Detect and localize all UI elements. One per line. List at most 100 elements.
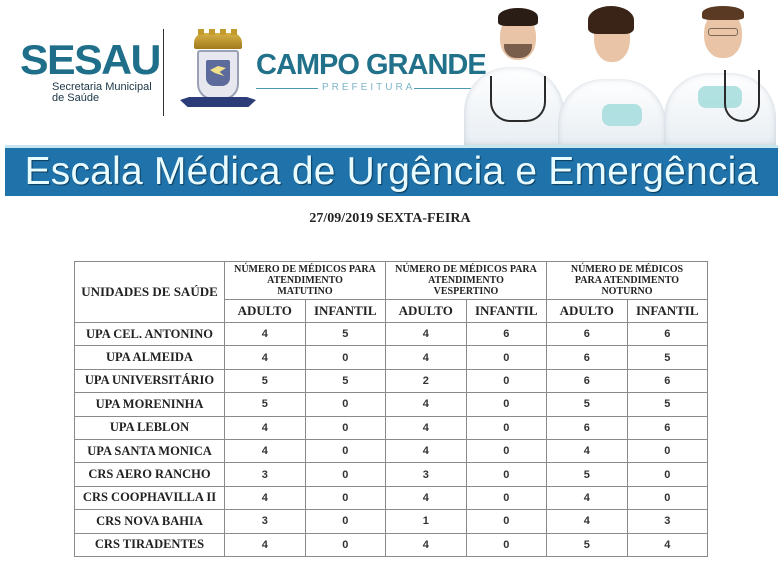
cell-value: 6 [626, 321, 708, 347]
cell-value: 3 [224, 509, 306, 534]
cell-value: 0 [304, 462, 386, 487]
cell-value: 5 [224, 368, 306, 394]
sesau-wordmark: SESAU [20, 36, 161, 83]
cell-value: 0 [304, 345, 386, 370]
doctor-figure [558, 0, 668, 145]
cell-value: 6 [546, 321, 628, 347]
cell-value: 0 [465, 368, 547, 394]
cell-value: 3 [626, 509, 708, 534]
group-label-line: NÚMERO DE MÉDICOS PARA [234, 264, 376, 275]
cell-value: 6 [546, 368, 628, 394]
cell-value: 6 [626, 368, 708, 394]
column-group-matutino: NÚMERO DE MÉDICOS PARA ATENDIMENTO MATUT… [224, 261, 386, 300]
column-header-adulto: ADULTO [385, 299, 467, 323]
unit-name: CRS AERO RANCHO [74, 462, 225, 487]
cell-value: 0 [304, 438, 386, 464]
cell-value: 4 [224, 321, 306, 347]
cell-value: 4 [626, 532, 708, 557]
cell-value: 6 [546, 345, 628, 370]
unit-name: UPA ALMEIDA [74, 345, 225, 370]
campo-grande-logo: CAMPO GRANDE PREFEITURA [256, 50, 487, 94]
page-title: Escala Médica de Urgência e Emergência [24, 150, 759, 193]
group-label-line: ATENDIMENTO [267, 275, 343, 286]
cell-value: 0 [626, 485, 708, 511]
cell-value: 0 [626, 462, 708, 487]
table-subheader-row: ADULTO INFANTIL ADULTO INFANTIL ADULTO I… [75, 299, 708, 323]
cell-value: 4 [385, 532, 467, 557]
group-label-line: PARA ATENDIMENTO [574, 275, 680, 286]
column-header-unit: UNIDADES DE SAÚDE [74, 261, 225, 323]
table-row: UPA SANTA MONICA 4 0 4 0 4 0 [74, 438, 708, 464]
group-label-line: VESPERTINO [433, 286, 499, 297]
coat-of-arms-icon [180, 29, 256, 113]
cell-value: 4 [385, 321, 467, 347]
unit-name: UPA SANTA MONICA [74, 438, 225, 464]
cell-value: 4 [385, 485, 467, 511]
cell-value: 6 [546, 415, 628, 440]
sesau-subtitle: Secretaria Municipal de Saúde [52, 82, 152, 104]
cell-value: 0 [626, 438, 708, 464]
divider-line [256, 88, 318, 89]
sesau-subtitle-line1: Secretaria Municipal [52, 81, 152, 93]
stethoscope-icon [724, 70, 760, 122]
doctor-figure [662, 0, 780, 145]
cell-value: 4 [224, 438, 306, 464]
cell-value: 0 [465, 509, 547, 534]
column-header-infantil: INFANTIL [626, 299, 708, 323]
ribbon-icon [180, 97, 256, 107]
table-row: CRS NOVA BAHIA 3 0 1 0 4 3 [74, 509, 708, 534]
cell-value: 0 [304, 415, 386, 440]
column-header-adulto: ADULTO [546, 299, 628, 323]
cell-value: 4 [385, 415, 467, 440]
cell-value: 4 [546, 509, 628, 534]
group-label-line: NOTURNO [601, 286, 653, 297]
group-label-line: NÚMERO DE MÉDICOS [570, 264, 684, 275]
group-label-line: NÚMERO DE MÉDICOS PARA [395, 264, 537, 275]
table-row: CRS AERO RANCHO 3 0 3 0 5 0 [74, 462, 708, 487]
group-label-line: ATENDIMENTO [428, 275, 504, 286]
stethoscope-icon [490, 76, 546, 122]
column-group-vespertino: NÚMERO DE MÉDICOS PARA ATENDIMENTO VESPE… [385, 261, 547, 300]
table-row: UPA MORENINHA 5 0 4 0 5 5 [74, 392, 708, 417]
cell-value: 0 [304, 485, 386, 511]
column-header-infantil: INFANTIL [465, 299, 547, 323]
table-header-row: UNIDADES DE SAÚDE NÚMERO DE MÉDICOS PARA… [74, 261, 708, 323]
table-row: UPA LEBLON 4 0 4 0 6 6 [74, 415, 708, 440]
cell-value: 4 [385, 438, 467, 464]
cell-value: 0 [465, 415, 547, 440]
cell-value: 5 [224, 392, 306, 417]
cell-value: 2 [385, 368, 467, 394]
cell-value: 0 [304, 509, 386, 534]
cell-value: 0 [465, 462, 547, 487]
prefeitura-label: PREFEITURA [322, 82, 416, 93]
table-row: CRS COOPHAVILLA II 4 0 4 0 4 0 [74, 485, 708, 511]
cell-value: 4 [224, 485, 306, 511]
cell-value: 0 [465, 485, 547, 511]
column-header-infantil: INFANTIL [304, 299, 386, 323]
cell-value: 0 [465, 345, 547, 370]
table-row: CRS TIRADENTES 4 0 4 0 5 4 [74, 532, 708, 557]
unit-name: UPA UNIVERSITÁRIO [74, 368, 225, 394]
logo-divider [163, 29, 164, 116]
cell-value: 1 [385, 509, 467, 534]
unit-name: CRS COOPHAVILLA II [74, 485, 225, 511]
cell-value: 3 [385, 462, 467, 487]
title-banner: Escala Médica de Urgência e Emergência [5, 145, 778, 196]
unit-name: UPA LEBLON [74, 415, 225, 440]
cell-value: 4 [385, 392, 467, 417]
cell-value: 4 [385, 345, 467, 370]
cell-value: 0 [465, 532, 547, 557]
cell-value: 4 [224, 345, 306, 370]
bird-icon [210, 66, 226, 76]
column-header-adulto: ADULTO [224, 299, 306, 323]
cell-value: 4 [224, 415, 306, 440]
surgical-mask-icon [602, 104, 642, 126]
divider-line [414, 88, 476, 89]
cell-value: 5 [626, 392, 708, 417]
cell-value: 5 [546, 392, 628, 417]
cell-value: 3 [224, 462, 306, 487]
cell-value: 5 [546, 532, 628, 557]
cell-value: 0 [465, 438, 547, 464]
unit-name: CRS TIRADENTES [74, 532, 225, 557]
cell-value: 6 [626, 415, 708, 440]
